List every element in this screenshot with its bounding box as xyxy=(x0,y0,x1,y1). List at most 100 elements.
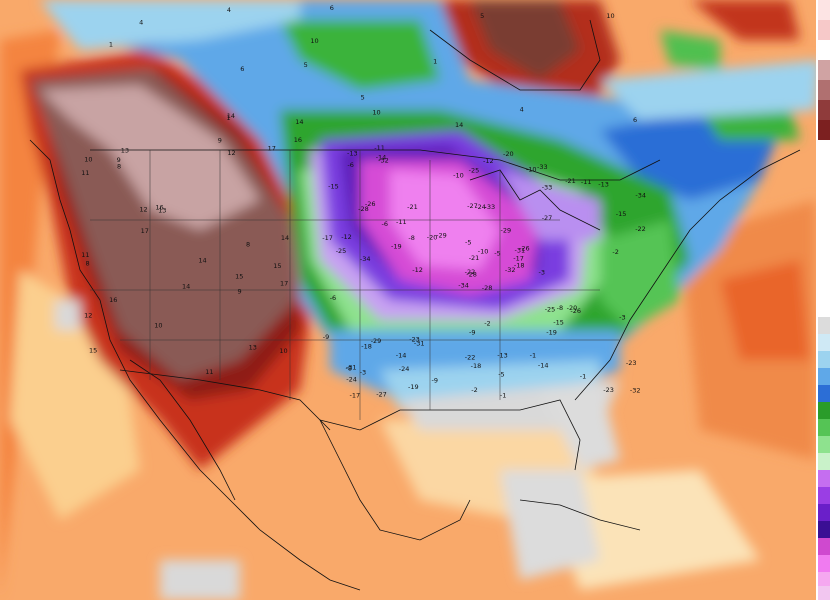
contour-label: 6 xyxy=(633,116,637,124)
contour-label: 5 xyxy=(480,12,484,20)
contour-label: -28 xyxy=(358,205,369,213)
legend-swatch-cold xyxy=(818,470,830,487)
contour-label: -28 xyxy=(466,271,477,279)
contour-label: -34 xyxy=(635,191,646,199)
contour-label: 14 xyxy=(227,112,235,120)
contour-label: -27 xyxy=(467,202,478,210)
contour-label: 14 xyxy=(198,257,206,265)
contour-label: -23 xyxy=(603,386,614,394)
contour-label: -10 xyxy=(526,166,537,174)
contour-label: 4 xyxy=(227,6,231,14)
contour-label: -21 xyxy=(407,203,418,211)
legend-swatch-extreme xyxy=(818,586,830,600)
state-lines xyxy=(90,150,620,420)
contour-label: 1 xyxy=(226,114,230,122)
contour-label: -27 xyxy=(542,214,553,222)
contour-label: -20 xyxy=(567,304,578,312)
contour-label: -33 xyxy=(542,184,553,192)
contour-label: -11 xyxy=(396,218,407,226)
contour-label: 15 xyxy=(273,262,281,270)
contour-label: -13 xyxy=(497,352,508,360)
legend-swatch-cold xyxy=(818,453,830,470)
contour-label: -21 xyxy=(469,254,480,262)
contour-label: -24 xyxy=(475,203,486,211)
east-coast-green xyxy=(600,220,680,330)
contour-label: 6 xyxy=(240,65,244,73)
contour-label: 14 xyxy=(455,121,463,129)
contour-label: -12 xyxy=(341,233,352,241)
mexico-gulf-coast xyxy=(319,419,471,541)
color-scale-legend xyxy=(816,0,832,600)
contour-label: -3 xyxy=(619,314,625,322)
contour-label: 14 xyxy=(281,234,289,242)
contour-label: -5 xyxy=(465,238,471,246)
legend-swatch-extreme xyxy=(818,572,830,586)
legend-swatch-cold xyxy=(818,385,830,402)
contour-label: -2 xyxy=(471,386,477,394)
contour-label: -26 xyxy=(570,307,581,315)
contour-label: 10 xyxy=(279,347,287,355)
contour-label: -3 xyxy=(360,369,366,377)
contour-label: 16 xyxy=(294,136,302,144)
contour-label: -18 xyxy=(514,261,525,269)
east-cyan-band xyxy=(600,60,816,120)
contour-label: -13 xyxy=(598,180,609,188)
contour-label: -23 xyxy=(409,336,420,344)
contour-label: -32 xyxy=(505,266,516,274)
contour-label: -18 xyxy=(361,342,372,350)
legend-swatch-warm xyxy=(818,20,830,40)
contour-label: -18 xyxy=(471,362,482,370)
contour-label: -33 xyxy=(485,203,496,211)
contour-label: 11 xyxy=(205,368,213,376)
legend-swatch-warm xyxy=(818,0,830,20)
contour-label: -31 xyxy=(414,339,425,347)
contour-label: -32 xyxy=(630,387,641,395)
cuba-grey xyxy=(500,470,600,580)
legend-swatch-cold xyxy=(818,368,830,385)
legend-swatch-warm xyxy=(818,60,830,80)
contour-label: 17 xyxy=(141,227,149,235)
west-brown-core xyxy=(30,68,296,380)
contour-label: 1 xyxy=(109,41,113,49)
west-coastline xyxy=(29,139,361,591)
borders-layer xyxy=(29,19,801,591)
cold-contour-labels: -28 -28 -28 -31 -31 -31 -33 -33 -33 -32 -32 -32 -34 -… xyxy=(322,144,646,399)
contour-label: -22 xyxy=(635,225,646,233)
contour-label: -5 xyxy=(494,249,500,257)
contour-label: -15 xyxy=(328,183,339,191)
legend-swatch-cold xyxy=(818,419,830,436)
legend-swatch-cold xyxy=(818,436,830,453)
contour-label: 14 xyxy=(182,282,190,290)
great-lakes-lilac xyxy=(500,170,600,240)
east-coastline xyxy=(574,149,801,401)
legend-swatch-cold xyxy=(818,351,830,368)
legend-swatch-warm xyxy=(818,80,830,100)
gulf-coastline xyxy=(319,399,581,471)
contour-label: -8 xyxy=(408,234,414,242)
contour-label: 13 xyxy=(249,344,257,352)
contour-label: 15 xyxy=(89,347,97,355)
pacific-grey-blob xyxy=(160,560,240,600)
east-green-strip xyxy=(700,110,800,140)
contour-label: -29 xyxy=(501,227,512,235)
contour-label: -17 xyxy=(350,392,361,400)
contour-label: -27 xyxy=(376,390,387,398)
contour-label: 1 xyxy=(433,58,437,66)
legend-swatch-cold xyxy=(818,402,830,419)
pacific-grey-small xyxy=(55,300,80,330)
contour-label: 6 xyxy=(330,4,334,12)
contour-label: 4 xyxy=(520,106,524,114)
contour-label: -12 xyxy=(483,157,494,165)
contour-label: -1 xyxy=(530,351,536,359)
us-canada-border xyxy=(90,149,661,181)
legend-swatch-cold xyxy=(818,504,830,521)
legend-swatch-cold xyxy=(818,521,830,538)
contour-label: -11 xyxy=(581,178,592,186)
contour-label: -24 xyxy=(399,365,410,373)
contour-label: 9 xyxy=(238,288,242,296)
west-ocean-warm xyxy=(0,30,60,600)
contour-label: -34 xyxy=(360,255,371,263)
us-mexico-border xyxy=(119,369,331,431)
contour-label: -13 xyxy=(347,149,358,157)
